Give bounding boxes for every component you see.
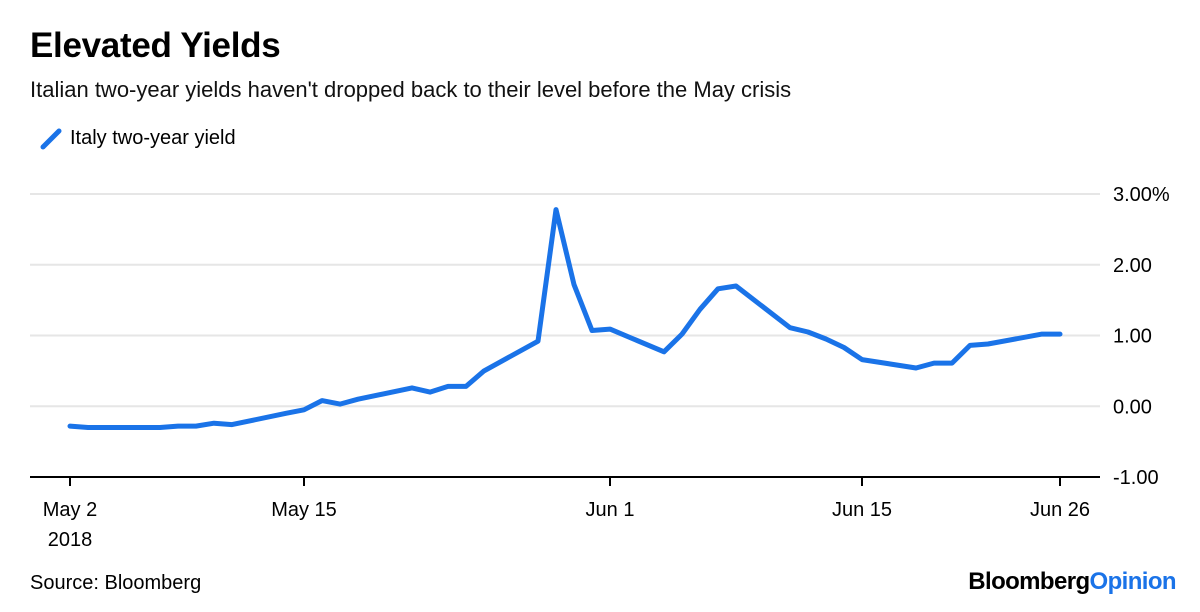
x-tick-label: Jun 1 <box>586 499 635 521</box>
y-tick-label: 3.00% <box>1113 184 1170 206</box>
x-tick-label: Jun 26 <box>1030 499 1090 521</box>
chart-subtitle: Italian two-year yields haven't dropped … <box>30 77 792 102</box>
x-tick-label: Jun 15 <box>832 499 892 521</box>
legend-label: Italy two-year yield <box>70 127 236 149</box>
source-note: Source: Bloomberg <box>30 572 202 594</box>
y-tick-label: -1.00 <box>1113 467 1159 489</box>
y-tick-label: 1.00 <box>1113 326 1152 348</box>
x-tick-label: May 15 <box>271 499 337 521</box>
legend: Italy two-year yield <box>40 127 236 150</box>
x-tick-sublabel: 2018 <box>48 529 93 551</box>
brand-part-1: Bloomberg <box>968 568 1090 595</box>
legend-swatch <box>40 128 62 149</box>
brand-logo: BloombergOpinion <box>968 568 1176 596</box>
x-tick-label: May 2 <box>43 499 97 521</box>
y-tick-label: 0.00 <box>1113 396 1152 418</box>
y-tick-label: 2.00 <box>1113 255 1152 277</box>
brand-part-2: Opinion <box>1089 568 1177 595</box>
chart-title: Elevated Yields <box>30 26 281 65</box>
series-line-0 <box>67 207 1063 430</box>
